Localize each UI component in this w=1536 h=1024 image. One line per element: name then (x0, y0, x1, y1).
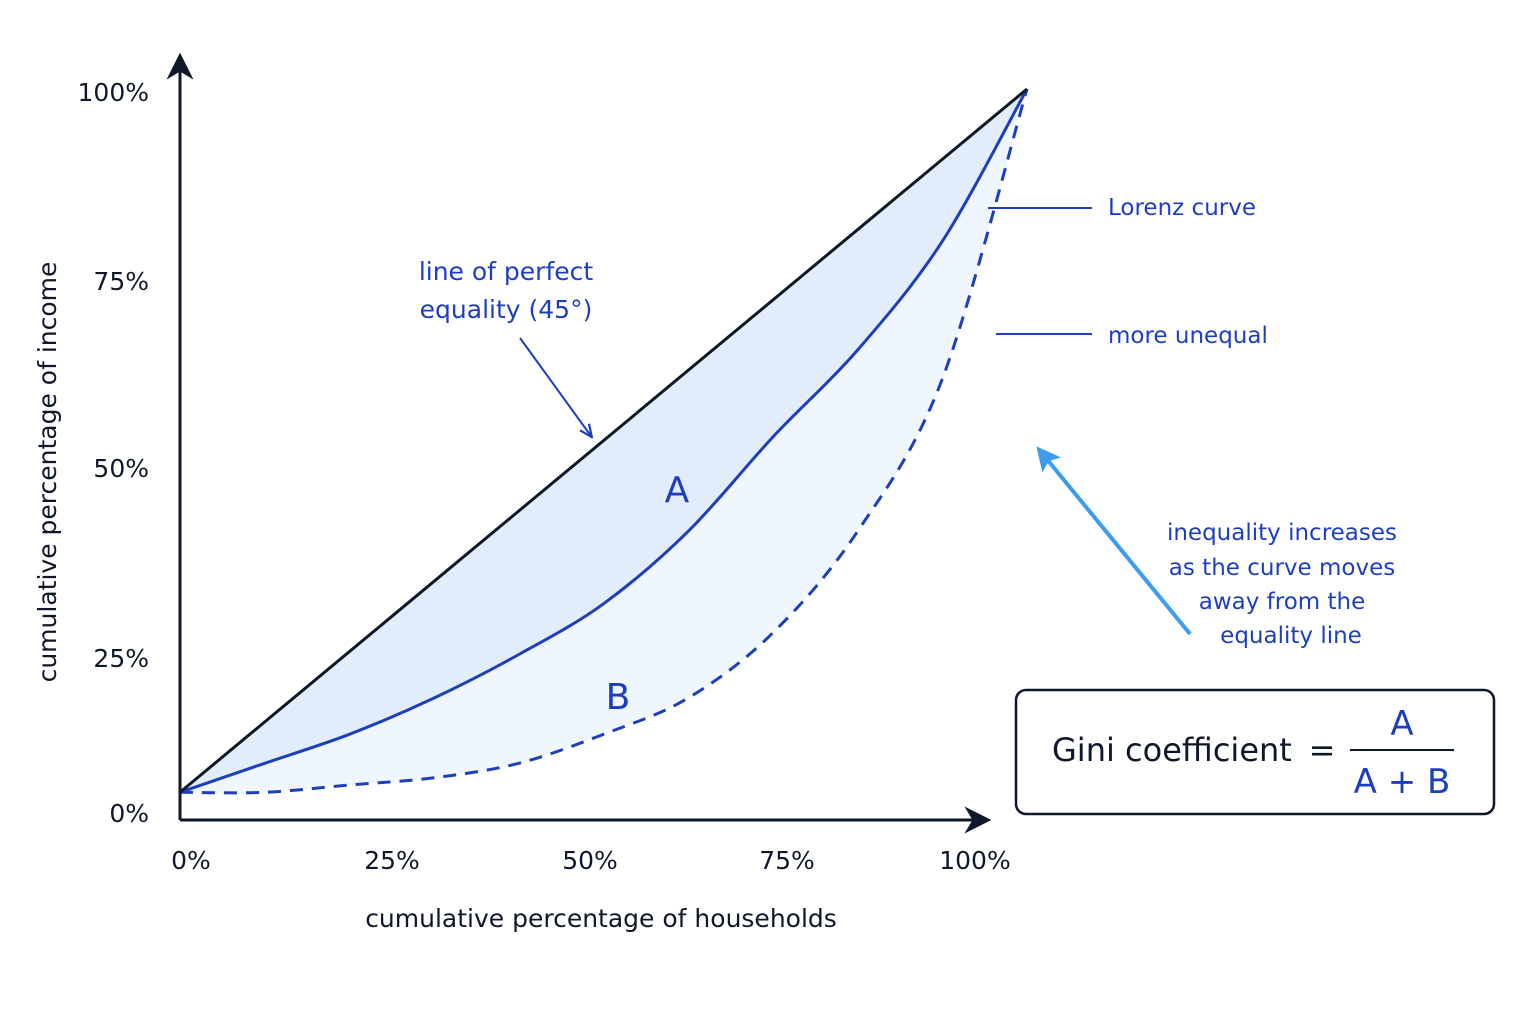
gini-formula-box: Gini coefficient = A A + B (1014, 688, 1496, 816)
equality-line-label: line of perfect (419, 257, 594, 286)
trend-note: as the curve moves (1169, 555, 1395, 581)
more-unequal-label: more unequal (1108, 323, 1268, 349)
gini-numerator: A (1390, 704, 1413, 744)
equality-line-label: equality (45°) (420, 295, 593, 324)
x-tick-label: 0% (171, 846, 211, 875)
gini-denominator: A + B (1354, 762, 1451, 802)
y-tick-label: 100% (78, 78, 149, 107)
x-tick-label: 50% (562, 846, 618, 875)
y-tick-label: 0% (109, 799, 149, 828)
x-axis-title: cumulative percentage of households (365, 904, 837, 933)
x-tick-label: 100% (939, 846, 1010, 875)
trend-note: equality line (1220, 623, 1362, 649)
lorenz-curve-label: Lorenz curve (1108, 195, 1256, 221)
y-tick-label: 50% (93, 454, 149, 483)
x-tick-label: 75% (759, 846, 815, 875)
y-tick-label: 75% (93, 267, 149, 296)
more-unequal-curve (179, 88, 1029, 795)
equality-line (179, 87, 1028, 794)
gini-equals: = (1309, 731, 1336, 769)
gini-label: Gini coefficient (1052, 731, 1292, 769)
trend-note: away from the (1199, 589, 1366, 615)
equality-pointer-arrow (519, 337, 591, 436)
lorenz-curve (179, 88, 1029, 794)
y-axis-title: cumulative percentage of income (33, 262, 62, 683)
region-b-label: B (606, 677, 631, 718)
trend-note: inequality increases (1167, 520, 1397, 546)
y-tick-label: 25% (93, 644, 149, 673)
gini-box-frame (1014, 688, 1496, 816)
x-tick-label: 25% (364, 846, 420, 875)
trend-arrow (1036, 446, 1192, 636)
region-a-label: A (665, 470, 690, 511)
